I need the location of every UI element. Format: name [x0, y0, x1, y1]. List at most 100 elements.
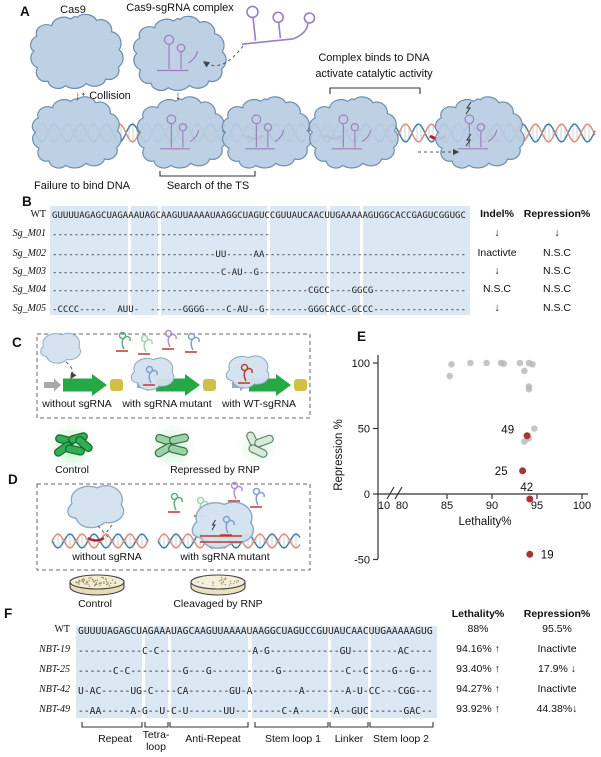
alignment-row: NBT-42 U-AC-----UG-C----CA-------GU-A---…: [0, 683, 601, 699]
alignment-row: Sg_M05 -CCCC----- AUU- ------GGGG----C-A…: [0, 302, 601, 318]
down-arrow: ↓: [175, 90, 181, 102]
y-tick-label: -50: [354, 555, 370, 567]
sgrna-loading-arrow: [202, 45, 244, 68]
terminator-icon: [294, 379, 307, 391]
cas9-sgrna-complex-icon: [132, 15, 227, 92]
mutant-sequence: -------------------------------C-AU--G--…: [52, 267, 466, 278]
x-tick-label: 85: [441, 500, 453, 512]
scatter-point-gray: [446, 372, 453, 380]
lethality-value: 94.27% ↑: [456, 683, 500, 695]
axis-break-icon: [386, 486, 403, 500]
lethality-value: 88%: [467, 623, 489, 635]
repression-value: N.S.C: [542, 302, 571, 314]
repression-value: N.S.C: [542, 265, 571, 277]
row-name: Sg_M02: [12, 248, 46, 259]
repressed-label: Repressed by RNP: [170, 464, 260, 476]
cas9-apo-icon: [40, 332, 81, 364]
caption-with-wt: with WT-sgRNA: [221, 398, 296, 410]
alignment-row-wt: WT GUUUUAGAGCUAGAAAUAGCAAGUUAAAAUAAGGCUA…: [0, 208, 601, 224]
indel-column-header: Indel%: [480, 208, 514, 220]
wt-sequence: GUUUUAGAGCUAGAAAUAGCAAGUUAAAAUAAGGCUAGUC…: [52, 210, 466, 221]
row-name: NBT-19: [39, 644, 70, 655]
repression-value: 17.9% ↓: [538, 663, 576, 675]
petri-dish-control: [69, 574, 125, 596]
x-tick-label: 80: [396, 500, 408, 512]
mutant-sequence: ------C-C---------G---G-----------G-----…: [78, 665, 433, 677]
cas9-protein-icon: [29, 13, 124, 90]
row-name: Sg_M01: [12, 228, 46, 239]
row-name: Sg_M04: [12, 284, 46, 295]
y-axis-label: Repression %: [333, 419, 345, 491]
bacteria-repressed-mid: [147, 422, 197, 472]
panel-e-scatter: E 100 50 0 -50 10 80 85 90 95 100 Lethality% Repress…: [333, 329, 591, 567]
lethality-column-header: Lethality%: [451, 608, 505, 620]
complex-on-dna-icon: [308, 96, 399, 169]
region-label-tetraloop-2: loop: [146, 741, 166, 753]
row-name: NBT-49: [39, 704, 70, 715]
region-bracket: [144, 722, 169, 728]
indel-value: ↓: [494, 265, 500, 277]
panel-f-label: F: [4, 606, 13, 621]
repression-value: N.S.C: [542, 283, 571, 295]
panel-c-d: C without sgRNA with sgRNA mutant: [8, 329, 311, 610]
alignment-row: NBT-25 ------C-C---------G---G----------…: [0, 663, 601, 679]
column-headers: Lethality% Repression%: [0, 608, 601, 624]
mutant-sgrna-icon: [227, 481, 243, 502]
repression-value: ↓: [554, 227, 560, 239]
scatter-point-highlight: [526, 495, 534, 503]
scatter-point-gray: [525, 385, 533, 393]
mutant-sequence: ------------------------------UU-----AA-…: [52, 249, 466, 260]
repression-value: Inactivte: [537, 643, 577, 655]
region-bracket: [329, 722, 369, 728]
repression-column-header: Repression%: [523, 608, 591, 620]
lightning-icon: [211, 519, 216, 531]
indel-value: ↓: [494, 227, 500, 239]
free-sgrna-icon: [241, 5, 316, 46]
row-name: WT: [30, 209, 46, 220]
panel-d-box: [36, 483, 311, 571]
region-bracket: [369, 722, 434, 728]
y-tick-label: 50: [358, 424, 370, 436]
wt-sequence: GUUUUAGAGCUAGAAAUAGCAAGUUAAAAUAAGGCUAGUC…: [78, 625, 433, 637]
scatter-point-gray: [500, 360, 507, 367]
alignment-row: Sg_M01 ---------------------------------…: [0, 227, 601, 243]
row-name: Sg_M03: [12, 266, 46, 277]
binds-caption-line2: activate catalytic activity: [315, 68, 433, 80]
point-label: 42: [520, 482, 533, 494]
petri-dish-cleaved: [190, 574, 246, 596]
alignment-row: NBT-49 --AA-----A-G--U-C-U------UU------…: [0, 703, 601, 719]
axes: [377, 355, 588, 559]
alignment-row: Sg_M02 ------------------------------UU-…: [0, 247, 601, 263]
mutant-sequence: U-AC-----UG-C----CA-------GU-A--------A-…: [78, 685, 433, 697]
panel-e-label: E: [357, 329, 366, 344]
caption-d-left: without sgRNA: [71, 551, 141, 563]
alignment-row: NBT-19 -----------C-C----------------A-G…: [0, 643, 601, 659]
search-bracket: [159, 171, 256, 177]
rloop-strands: [200, 535, 242, 543]
scatter-point-gray: [483, 359, 490, 367]
scatter-point-gray: [521, 367, 528, 375]
scatter-point-gray: [467, 359, 474, 367]
scatter-point-highlight: [526, 550, 534, 558]
mutant-sequence: --AA-----A-G--U-C-U------UU--------C-A--…: [78, 705, 433, 717]
y-tick-label: 100: [352, 358, 370, 370]
target-site-icon: [87, 536, 105, 542]
panel-d-label: D: [8, 472, 18, 487]
binds-bracket: [329, 87, 421, 94]
cas9-on-dna-icon: [31, 96, 122, 169]
x-tick-label: 90: [486, 500, 498, 512]
row-name: Sg_M05: [12, 303, 46, 314]
panel-f-regions: Repeat Tetra- loop Anti-Repeat Stem loop…: [81, 722, 434, 753]
alignment-row: Sg_M04 ---------------------------------…: [0, 283, 601, 299]
mutant-sequence: -CCCC----- AUU- ------GGGG----C-AU--G---…: [52, 304, 466, 315]
terminator-icon: [203, 379, 216, 391]
x-axis-label: Lethality%: [458, 516, 511, 528]
alignment-row-wt: WT GUUUUAGAGCUAGAAAUAGCAAGUUAAAAUAAGGCUA…: [0, 623, 601, 639]
caption-without-sgrna: without sgRNA: [41, 398, 111, 410]
mutant-sgrna-icon: [137, 334, 153, 355]
region-label-repeat: Repeat: [98, 733, 132, 745]
cleaved-label: Cleavaged by RNP: [173, 598, 262, 610]
region-label-linker: Linker: [335, 733, 364, 745]
gene-arrow-icon: [63, 374, 107, 396]
